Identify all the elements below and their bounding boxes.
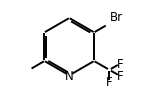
Text: N: N [65, 69, 74, 82]
Text: F: F [116, 70, 123, 83]
Text: F: F [116, 58, 123, 71]
Text: Br: Br [110, 11, 123, 24]
Text: F: F [106, 76, 113, 89]
